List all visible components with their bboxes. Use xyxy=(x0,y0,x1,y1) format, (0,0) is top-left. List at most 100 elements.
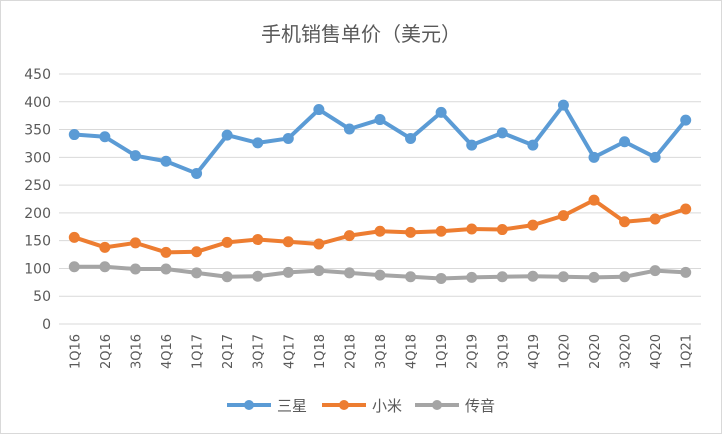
data-point xyxy=(282,132,294,144)
data-point xyxy=(313,265,325,277)
chart-title: 手机销售单价（美元） xyxy=(261,22,461,46)
data-point xyxy=(221,271,233,283)
legend: 三星 小米 传音 xyxy=(227,397,495,415)
x-tick-label: 1Q16 xyxy=(68,334,83,369)
data-point xyxy=(557,99,569,111)
data-point xyxy=(649,213,661,225)
x-tick-label: 1Q17 xyxy=(191,334,206,369)
data-point xyxy=(129,263,141,275)
x-tick-label: 3Q19 xyxy=(496,334,511,369)
data-point xyxy=(466,139,478,151)
data-point xyxy=(496,127,508,139)
y-tick-label: 50 xyxy=(33,289,51,305)
data-point xyxy=(68,261,80,273)
data-point xyxy=(99,261,111,273)
data-point xyxy=(466,223,478,235)
series-layer xyxy=(68,99,692,284)
x-tick-label: 2Q18 xyxy=(343,334,358,369)
data-point xyxy=(557,271,569,283)
y-tick-label: 0 xyxy=(42,317,51,333)
data-point xyxy=(435,272,447,284)
data-point xyxy=(588,151,600,163)
x-tick-label: 1Q18 xyxy=(313,334,328,369)
data-point xyxy=(221,129,233,141)
data-point xyxy=(129,237,141,249)
data-point xyxy=(527,219,539,231)
x-tick-label: 3Q18 xyxy=(374,334,389,369)
data-point xyxy=(680,203,692,215)
data-point xyxy=(191,167,203,179)
data-point xyxy=(252,234,264,246)
data-point xyxy=(252,137,264,149)
x-tick-label: 2Q20 xyxy=(588,334,603,369)
data-point xyxy=(466,271,478,283)
data-point xyxy=(99,131,111,143)
data-point xyxy=(496,224,508,236)
data-point xyxy=(68,129,80,141)
data-point xyxy=(405,271,417,283)
y-tick-label: 350 xyxy=(24,123,51,139)
x-tick-label: 3Q16 xyxy=(129,334,144,369)
data-point xyxy=(343,230,355,242)
legend-item: 传音 xyxy=(415,397,495,415)
x-tick-label: 2Q17 xyxy=(221,334,236,369)
data-point xyxy=(405,226,417,238)
data-point xyxy=(527,139,539,151)
y-tick-label: 200 xyxy=(24,206,51,222)
x-axis-ticks: 1Q16 2Q16 3Q16 4Q16 1Q17 2Q17 3Q17 4Q17 1Q18 2Q18… xyxy=(68,334,694,369)
y-tick-label: 150 xyxy=(24,234,51,250)
x-tick-label: 2Q16 xyxy=(99,334,114,369)
y-tick-label: 450 xyxy=(24,67,51,83)
x-tick-label: 4Q16 xyxy=(160,334,175,369)
legend-label: 传音 xyxy=(465,397,495,415)
data-point xyxy=(557,210,569,222)
data-point xyxy=(649,265,661,277)
data-point xyxy=(129,150,141,162)
data-point xyxy=(252,270,264,282)
data-point xyxy=(619,271,631,283)
series-0 xyxy=(68,99,692,179)
data-point xyxy=(221,236,233,248)
data-point xyxy=(282,266,294,278)
x-tick-label: 4Q19 xyxy=(527,334,542,369)
data-point xyxy=(435,225,447,237)
data-point xyxy=(313,104,325,116)
data-point xyxy=(496,271,508,283)
gridlines xyxy=(59,73,701,325)
y-tick-label: 400 xyxy=(24,95,51,111)
data-point xyxy=(191,246,203,258)
data-point xyxy=(160,246,172,258)
data-point xyxy=(68,231,80,243)
legend-swatch-marker xyxy=(339,400,349,410)
data-point xyxy=(527,270,539,282)
data-point xyxy=(588,194,600,206)
x-tick-label: 1Q21 xyxy=(680,334,695,369)
series-1 xyxy=(68,194,692,258)
x-tick-label: 4Q18 xyxy=(405,334,420,369)
data-point xyxy=(649,151,661,163)
x-tick-label: 3Q20 xyxy=(619,334,634,369)
data-point xyxy=(313,238,325,250)
y-tick-label: 250 xyxy=(24,178,51,194)
series-2 xyxy=(68,261,692,284)
data-point xyxy=(680,266,692,278)
legend-label: 小米 xyxy=(372,397,402,415)
data-point xyxy=(343,267,355,279)
y-tick-label: 300 xyxy=(24,150,51,166)
x-tick-label: 4Q17 xyxy=(282,334,297,369)
data-point xyxy=(99,241,111,253)
legend-item: 三星 xyxy=(227,397,307,415)
data-point xyxy=(619,216,631,228)
data-point xyxy=(160,155,172,167)
data-point xyxy=(374,114,386,126)
data-point xyxy=(191,267,203,279)
legend-label: 三星 xyxy=(277,397,307,415)
data-point xyxy=(282,236,294,248)
x-tick-label: 1Q19 xyxy=(435,334,450,369)
legend-item: 小米 xyxy=(322,397,402,415)
x-tick-label: 3Q17 xyxy=(252,334,267,369)
data-point xyxy=(160,263,172,275)
x-tick-label: 1Q20 xyxy=(557,334,572,369)
x-tick-label: 2Q19 xyxy=(466,334,481,369)
